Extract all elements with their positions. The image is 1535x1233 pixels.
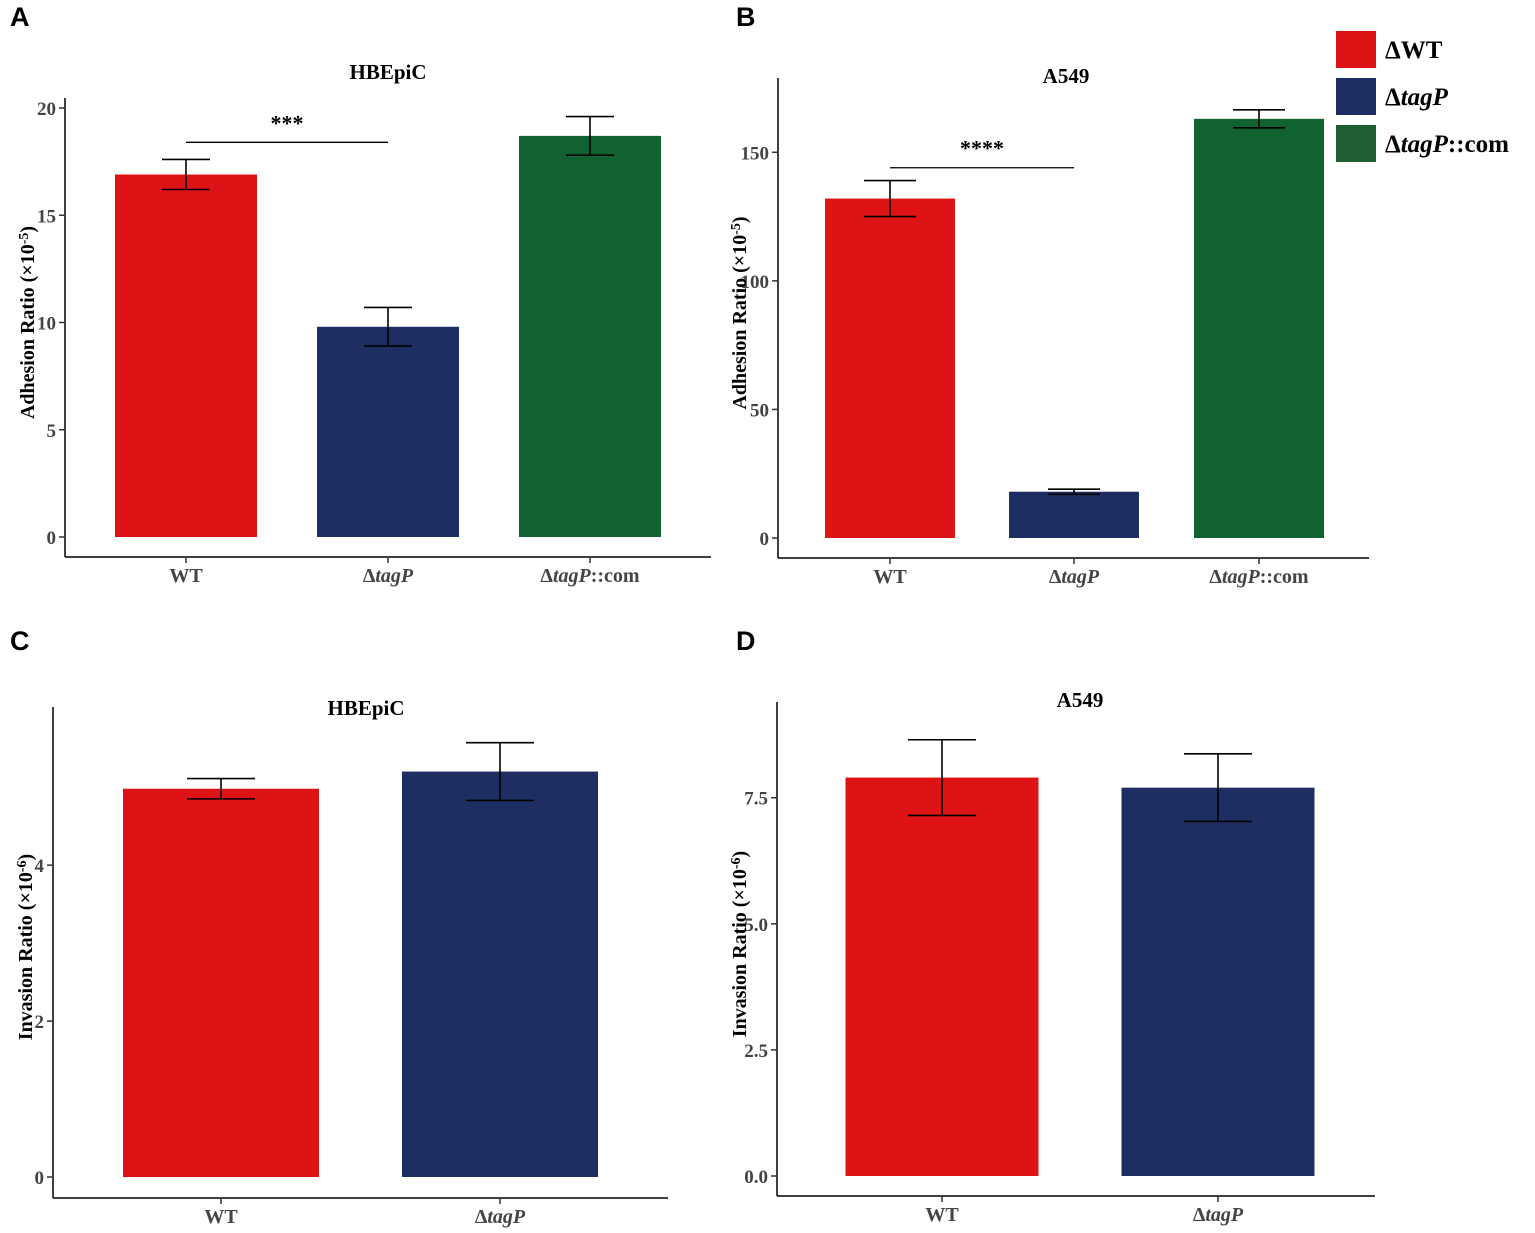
- y-axis-label: Adhesion Ratio (×10-5): [17, 226, 39, 419]
- panel-letter: A: [10, 2, 30, 32]
- x-tick-label: WT: [873, 566, 907, 588]
- x-tick-prefix: Δ: [1049, 566, 1062, 588]
- y-tick-label: 0: [47, 528, 57, 549]
- bar: [1121, 787, 1315, 1176]
- x-tick-name: tagP: [553, 565, 592, 587]
- y-axis-label-main: Invasion Ratio (×10: [729, 869, 751, 1037]
- panel-b: B A549 0 50 100 150 Adhesion Ratio (×10-5) WT Δt…: [729, 2, 1369, 588]
- x-tick-label: WT: [169, 565, 203, 587]
- legend-name: tagP: [1401, 84, 1449, 111]
- x-tick-label: ΔtagP: [363, 565, 414, 587]
- y-axis-label-close: ): [729, 216, 751, 223]
- legend-label: ΔtagP::com: [1385, 131, 1509, 158]
- x-tick-suffix: ::com: [591, 565, 640, 587]
- y-axis-label-exponent: -6: [729, 857, 744, 869]
- y-tick-label: 0.0: [744, 1167, 768, 1188]
- legend-name: WT: [1401, 37, 1443, 64]
- x-tick-name: tagP: [375, 565, 414, 587]
- x-tick-prefix: Δ: [1209, 566, 1222, 588]
- x-tick-name: WT: [204, 1206, 238, 1228]
- y-tick-label: 15: [37, 206, 56, 227]
- panel-d: D A549 0.0 2.5 5.0 7.5 Invasion Ratio (×10-6) W…: [729, 626, 1375, 1226]
- x-tick-label: WT: [204, 1206, 238, 1228]
- y-tick-label: 5.0: [744, 915, 768, 936]
- x-tick-prefix: Δ: [475, 1206, 488, 1228]
- y-tick-label: 10: [37, 314, 56, 335]
- y-axis-label-exponent: -6: [15, 860, 30, 872]
- panel-title: A549: [1043, 64, 1090, 88]
- y-axis-label-main: Adhesion Ratio (×10: [17, 244, 39, 419]
- panel-a: A HBEpiC 0 5 10 15 20 Adhesion Ratio (×10-5) WT Δ…: [10, 2, 711, 587]
- legend-label: ΔtagP: [1385, 84, 1449, 111]
- legend-swatch: [1336, 31, 1376, 68]
- y-axis-label-main: Adhesion Ratio (×10: [729, 235, 751, 410]
- panel-title: A549: [1057, 688, 1104, 712]
- x-tick-name: WT: [925, 1204, 959, 1226]
- y-tick-label: 2.5: [744, 1041, 768, 1062]
- y-axis-label-close: ): [15, 854, 37, 861]
- legend-prefix: Δ: [1385, 37, 1401, 64]
- y-tick-label: 150: [741, 143, 770, 164]
- y-axis-label: Invasion Ratio (×10-6): [15, 854, 37, 1040]
- x-tick-name: tagP: [1205, 1204, 1244, 1226]
- y-axis-label-exponent: -5: [729, 223, 744, 235]
- panel-letter: D: [736, 626, 756, 656]
- y-axis-label-main: Invasion Ratio (×10: [15, 872, 37, 1040]
- significance-label: ****: [960, 136, 1004, 161]
- legend-swatch: [1336, 125, 1376, 162]
- panel-letter: C: [10, 626, 30, 656]
- panel-title: HBEpiC: [327, 696, 404, 720]
- bar: [402, 771, 598, 1177]
- x-tick-label: ΔtagP::com: [1209, 566, 1309, 588]
- y-tick-label: 2: [35, 1012, 45, 1033]
- y-tick-label: 100: [741, 272, 770, 293]
- bar: [519, 135, 661, 537]
- y-axis-label: Adhesion Ratio (×10-5): [729, 216, 751, 409]
- bar: [1194, 118, 1324, 538]
- x-tick-prefix: Δ: [1193, 1204, 1206, 1226]
- y-tick-label: 0: [760, 529, 770, 550]
- y-tick-label: 20: [37, 99, 56, 120]
- y-axis-label-close: ): [17, 226, 39, 233]
- legend-name: tagP: [1401, 131, 1449, 158]
- legend-prefix: Δ: [1385, 84, 1401, 111]
- x-tick-prefix: Δ: [540, 565, 553, 587]
- bar: [825, 198, 955, 539]
- x-tick-name: tagP: [487, 1206, 526, 1228]
- x-tick-name: tagP: [1061, 566, 1100, 588]
- x-tick-name: tagP: [1222, 566, 1261, 588]
- x-tick-name: WT: [873, 566, 907, 588]
- legend-prefix: Δ: [1385, 131, 1401, 158]
- significance-label: ***: [271, 110, 304, 135]
- y-axis-label: Invasion Ratio (×10-6): [729, 851, 751, 1037]
- y-tick-label: 50: [750, 400, 769, 421]
- y-tick-label: 0: [35, 1168, 45, 1189]
- panel-letter: B: [736, 2, 756, 32]
- x-tick-label: ΔtagP: [475, 1206, 526, 1228]
- legend-swatch: [1336, 78, 1376, 115]
- x-tick-prefix: Δ: [363, 565, 376, 587]
- bar: [115, 174, 257, 537]
- x-tick-label: WT: [925, 1204, 959, 1226]
- y-axis-label-close: ): [729, 851, 751, 858]
- y-tick-label: 5: [47, 421, 57, 442]
- bar: [1009, 491, 1139, 538]
- x-tick-suffix: ::com: [1260, 566, 1309, 588]
- x-tick-name: WT: [169, 565, 203, 587]
- legend-suffix: ::com: [1448, 131, 1509, 158]
- x-tick-label: ΔtagP: [1193, 1204, 1244, 1226]
- y-axis-label-exponent: -5: [17, 233, 32, 245]
- x-tick-label: ΔtagP::com: [540, 565, 640, 587]
- y-tick-label: 7.5: [744, 789, 768, 810]
- bar: [845, 777, 1039, 1176]
- panel-title: HBEpiC: [349, 60, 426, 84]
- bar: [123, 788, 319, 1177]
- legend-label: ΔWT: [1385, 37, 1443, 64]
- x-tick-label: ΔtagP: [1049, 566, 1100, 588]
- bar: [317, 326, 459, 537]
- y-tick-label: 4: [35, 856, 45, 877]
